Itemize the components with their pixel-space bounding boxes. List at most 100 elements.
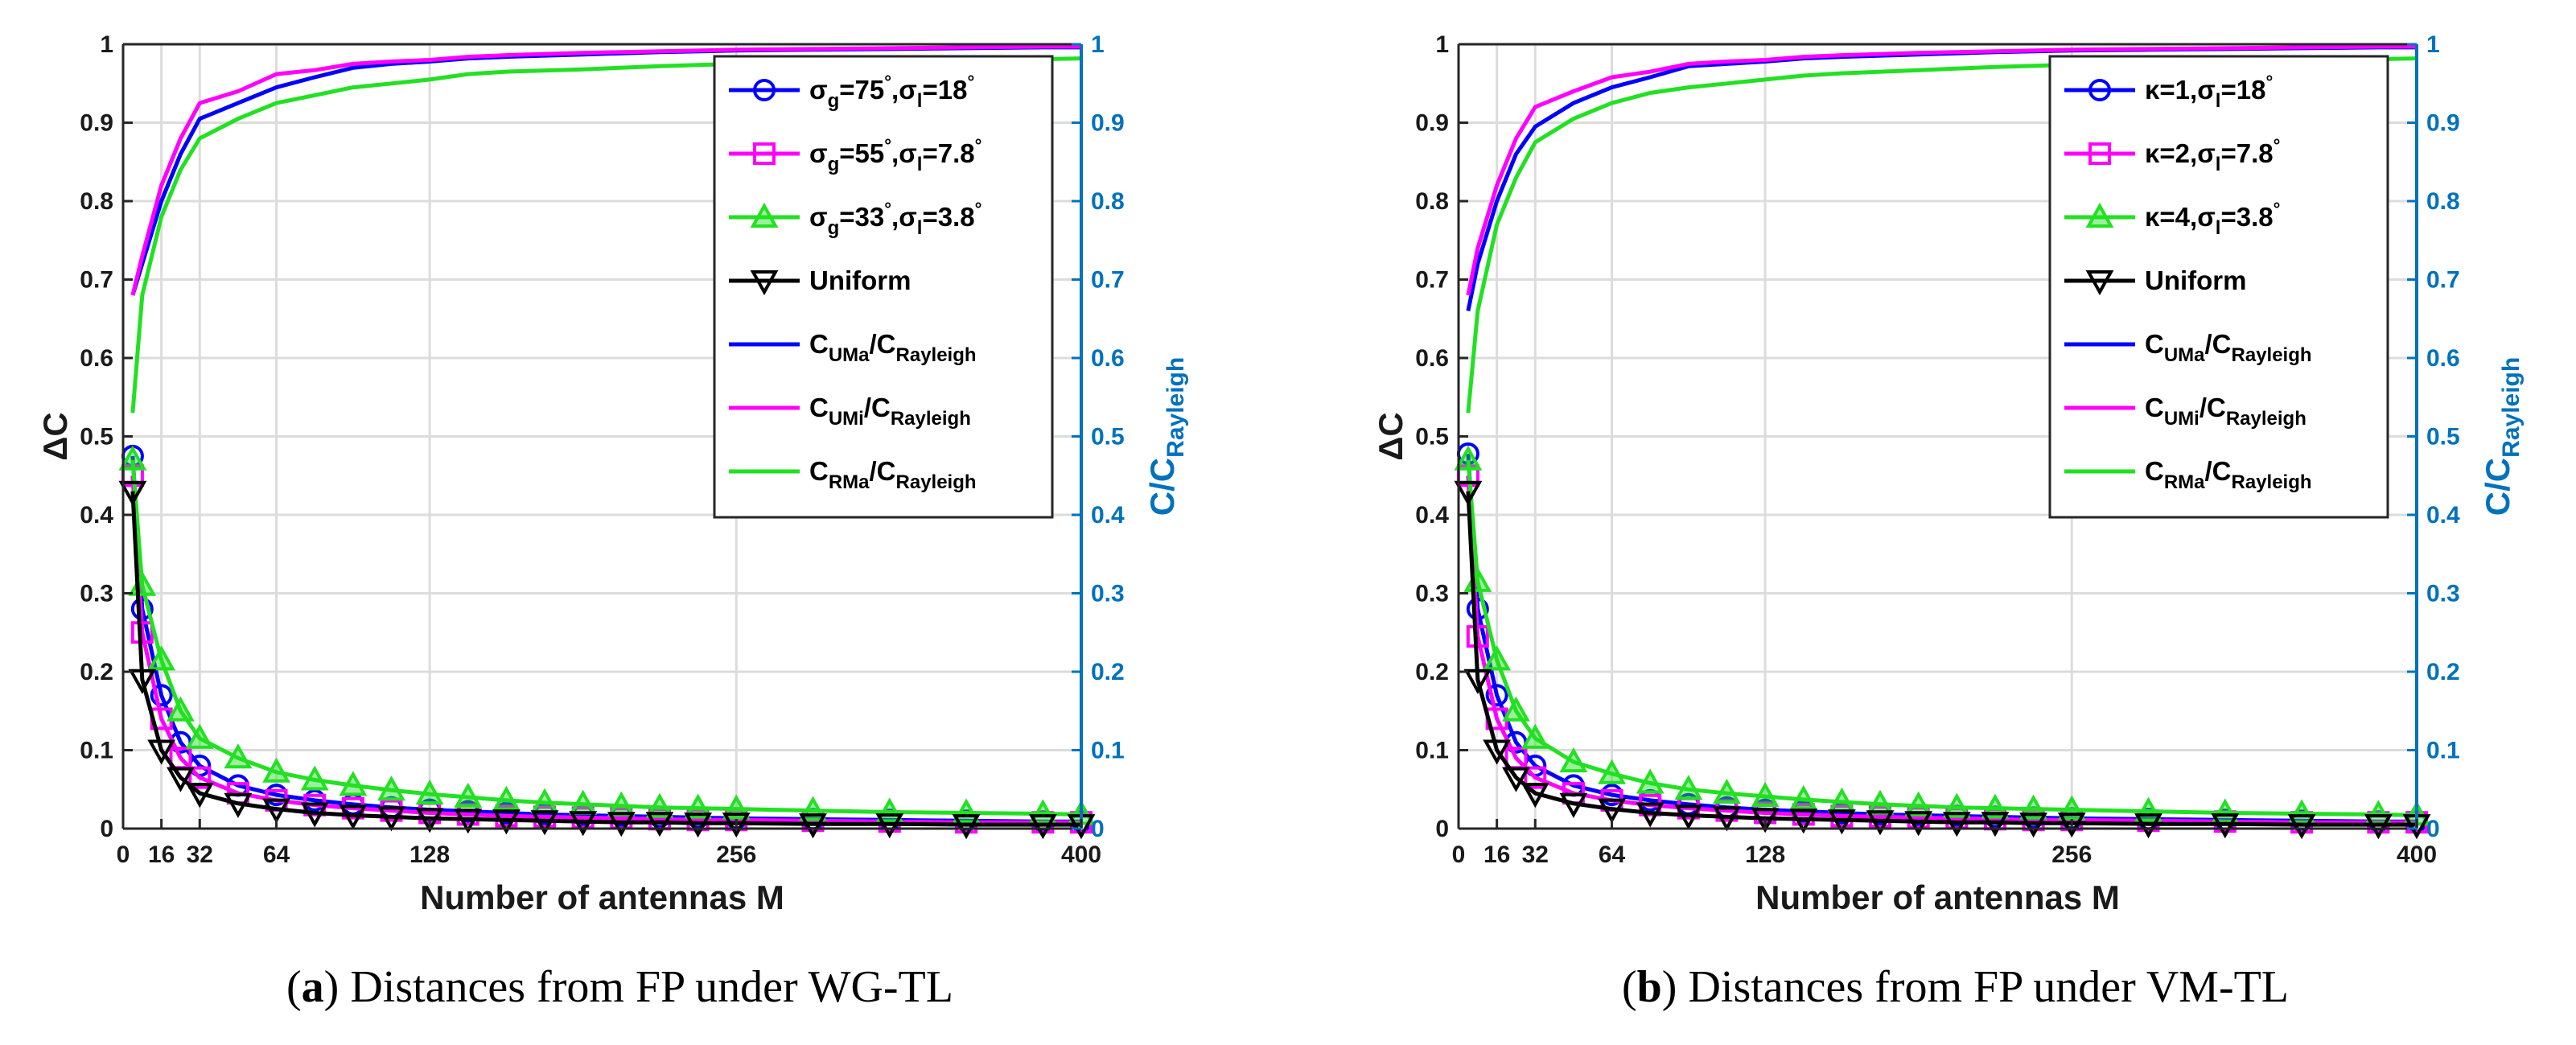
legend-label: CUMa/CRayleigh bbox=[2145, 329, 2312, 366]
data-point bbox=[2287, 814, 2316, 840]
x-tick-label: 400 bbox=[1061, 841, 1101, 868]
y-right-tick-label: 0.7 bbox=[1091, 267, 1125, 294]
legend-item: Uniform bbox=[2064, 265, 2247, 296]
legend-item: κ=2,σl=7.8° bbox=[2064, 135, 2280, 175]
data-point bbox=[185, 723, 214, 749]
x-tick-label: 400 bbox=[2397, 841, 2437, 868]
x-tick-label: 0 bbox=[1452, 841, 1466, 868]
data-point bbox=[147, 645, 176, 671]
data-point bbox=[377, 776, 405, 801]
legend-box bbox=[2048, 55, 2389, 519]
y-tick-label: 0.7 bbox=[80, 267, 113, 294]
y-right-tick-label: 0.4 bbox=[2426, 502, 2460, 529]
y-tick-label: 0.6 bbox=[80, 345, 113, 372]
data-point bbox=[645, 812, 674, 837]
y-right-tick-label: 0.2 bbox=[2426, 659, 2460, 685]
legend-item: CRMa/CRayleigh bbox=[729, 456, 977, 493]
data-point bbox=[1904, 811, 1933, 837]
y-right-tick-label: 0.2 bbox=[1091, 659, 1125, 685]
data-point bbox=[150, 684, 173, 707]
data-point bbox=[118, 445, 147, 471]
data-point bbox=[799, 813, 827, 839]
y-right-tick-label: 0.7 bbox=[2426, 267, 2460, 294]
data-point bbox=[1713, 779, 1741, 804]
data-point bbox=[339, 771, 368, 796]
legend-item: κ=4,σl=3.8° bbox=[2064, 199, 2280, 239]
y-tick-label: 0.3 bbox=[80, 581, 113, 607]
data-point bbox=[722, 813, 751, 838]
data-point bbox=[2019, 813, 2048, 838]
series-line-3 bbox=[1466, 491, 2417, 827]
data-point bbox=[224, 743, 253, 769]
y-right-tick-label: 0.5 bbox=[2426, 424, 2460, 451]
x-tick-label: 64 bbox=[1599, 841, 1626, 868]
data-point bbox=[569, 811, 598, 837]
x-tick-label: 256 bbox=[2051, 841, 2092, 868]
legend-label: CRMa/CRayleigh bbox=[809, 456, 977, 493]
y-tick-label: 0.6 bbox=[1415, 345, 1449, 372]
data-point bbox=[530, 810, 559, 836]
y-right-tick-label: 1 bbox=[1091, 31, 1105, 58]
data-point bbox=[300, 765, 329, 791]
y-right-tick-label: 0.6 bbox=[1091, 345, 1125, 372]
legend-item: σg=33°,σl=3.8° bbox=[729, 199, 981, 239]
data-point bbox=[1524, 766, 1547, 789]
data-point bbox=[1636, 768, 1665, 794]
y-right-tick-label: 1 bbox=[2426, 31, 2440, 58]
y-tick-label: 0.8 bbox=[80, 188, 113, 215]
y-tick-label: 0.3 bbox=[1415, 581, 1449, 607]
x-tick-label: 16 bbox=[1483, 841, 1510, 868]
y-right-tick-label: 0.1 bbox=[2426, 738, 2460, 764]
series-line-5 bbox=[130, 44, 1081, 296]
data-point bbox=[454, 808, 483, 834]
y-tick-label: 0.4 bbox=[1415, 502, 1449, 529]
data-point bbox=[1559, 747, 1588, 773]
legend-item: σg=75°,σl=18° bbox=[729, 72, 974, 112]
legend-box bbox=[713, 55, 1054, 519]
data-point bbox=[875, 813, 904, 839]
data-point bbox=[684, 793, 713, 819]
y-tick-label: 0.9 bbox=[1415, 110, 1449, 137]
data-point bbox=[1636, 802, 1665, 828]
data-point bbox=[2287, 799, 2316, 825]
legend-marker bbox=[753, 79, 776, 101]
data-point bbox=[118, 480, 147, 506]
y-tick-label: 1 bbox=[100, 31, 113, 58]
series-group bbox=[118, 44, 1096, 840]
data-point bbox=[2134, 813, 2162, 839]
legend-marker bbox=[2085, 270, 2114, 296]
x-tick-label: 32 bbox=[1522, 841, 1549, 868]
data-point bbox=[1674, 804, 1703, 830]
data-point bbox=[1485, 684, 1508, 707]
legend-label: κ=2,σl=7.8° bbox=[2145, 135, 2280, 175]
legend-label: κ=1,σl=18° bbox=[2145, 72, 2273, 112]
y-right-tick-label: 0.8 bbox=[2426, 188, 2460, 215]
figure-caption: (a) Distances from FP under WG-TL bbox=[286, 962, 953, 1012]
y-tick-label: 1 bbox=[1435, 31, 1449, 58]
y-tick-label: 0.1 bbox=[1415, 738, 1449, 764]
legend-marker bbox=[750, 202, 779, 228]
data-point bbox=[1559, 792, 1588, 818]
y-tick-label: 0.2 bbox=[80, 659, 113, 685]
x-tick-label: 256 bbox=[716, 841, 756, 868]
data-point bbox=[1483, 645, 1512, 671]
legend-item: κ=1,σl=18° bbox=[2064, 72, 2273, 112]
data-point bbox=[645, 792, 674, 818]
y-tick-label: 0.2 bbox=[1415, 659, 1449, 685]
legend-label: Uniform bbox=[2145, 265, 2247, 295]
data-point bbox=[2364, 814, 2393, 840]
figure-caption: (b) Distances from FP under VM-TL bbox=[1622, 962, 2289, 1012]
y-axis-label: ΔC bbox=[36, 412, 74, 461]
y-right-tick-label: 0.5 bbox=[1091, 424, 1125, 451]
data-point bbox=[1502, 767, 1530, 792]
legend: κ=1,σl=18° κ=2,σl=7.8° κ=4,σl=3.8° Uniform C… bbox=[2048, 55, 2389, 519]
y-right-tick-label: 0.1 bbox=[1091, 738, 1125, 764]
data-point bbox=[1942, 812, 1971, 837]
y-axis-right-label: C/CRayleigh bbox=[2479, 357, 2525, 516]
data-point bbox=[128, 669, 157, 694]
legend-label: CRMa/CRayleigh bbox=[2145, 456, 2312, 493]
legend-item: CUMi/CRayleigh bbox=[729, 393, 971, 430]
x-tick-label: 32 bbox=[187, 841, 213, 868]
data-point bbox=[1454, 480, 1483, 506]
data-point bbox=[1463, 669, 1492, 694]
